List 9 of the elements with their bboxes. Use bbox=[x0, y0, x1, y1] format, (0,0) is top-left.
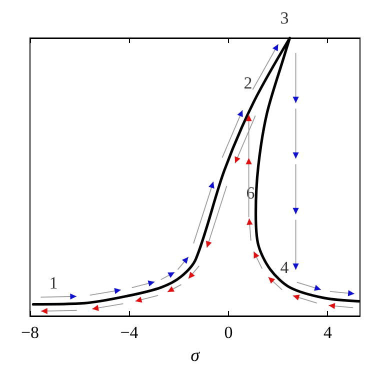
annotation: 3 bbox=[280, 8, 289, 28]
x-tick-label: −4 bbox=[120, 323, 139, 342]
x-axis-title: σ bbox=[190, 344, 201, 365]
x-tick-label: −8 bbox=[20, 323, 40, 342]
x-tick-label: 4 bbox=[323, 323, 332, 342]
annotation: 1 bbox=[49, 274, 58, 293]
x-tick-label: 0 bbox=[224, 323, 233, 342]
annotation: 4 bbox=[280, 258, 290, 277]
annotation: 2 bbox=[244, 73, 252, 92]
